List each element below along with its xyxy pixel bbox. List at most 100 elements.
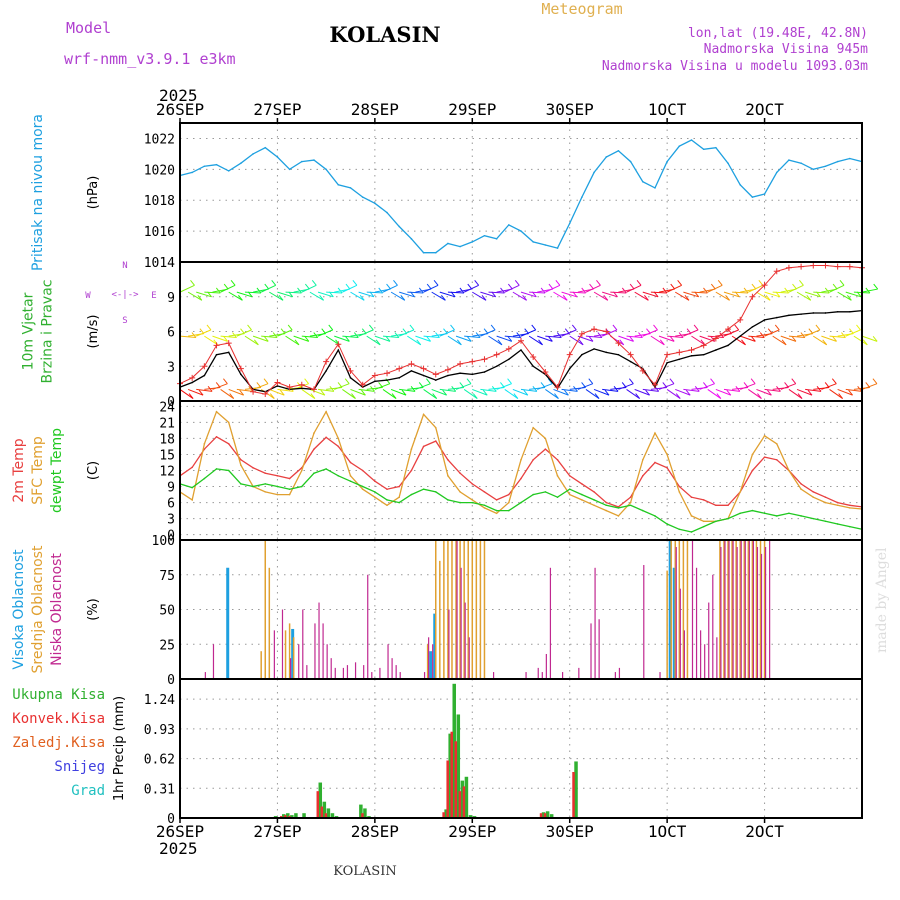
precip-bar-0-15 [448, 733, 452, 818]
wind-barb [512, 388, 528, 396]
data-point-pressure-0-32 [568, 222, 571, 225]
wind-barb-tip [393, 280, 398, 286]
wind-barb [715, 291, 730, 301]
wind-barb [252, 335, 269, 342]
station-title: KOLASIN [329, 22, 440, 47]
data-point-temperature-1-11 [313, 432, 315, 434]
data-point-temperature-0-14 [349, 461, 352, 464]
wind-barb [342, 389, 356, 400]
wind-barb-tip [822, 339, 828, 346]
gust-marker-11 [310, 386, 317, 393]
data-point-temperature-1-7 [264, 491, 267, 493]
gust-marker-44 [712, 335, 719, 342]
wind-barb-tip [865, 287, 871, 294]
wind-barb [496, 383, 512, 390]
data-point-temperature-2-4 [227, 469, 230, 472]
data-point-temperature-1-39 [654, 432, 656, 434]
wind-barb-tip [359, 295, 365, 301]
wind-barb [666, 284, 682, 293]
data-point-temperature-0-27 [508, 493, 510, 496]
wind-barb [342, 335, 359, 339]
data-point-wind-22 [447, 374, 449, 377]
wind-barb-tip [456, 339, 462, 346]
data-point-pressure-0-46 [739, 183, 742, 186]
data-point-temperature-1-22 [447, 475, 449, 477]
wind-barb [504, 284, 520, 293]
data-point-temperature-2-22 [447, 499, 449, 501]
wind-barb [861, 288, 878, 293]
ytick-temperature-1: 3 [167, 513, 175, 528]
wind-barb [561, 329, 577, 337]
wind-barb [756, 388, 772, 396]
wind-barb [382, 389, 397, 400]
precip-bar-1-15 [543, 813, 547, 818]
data-point-pressure-0-53 [824, 165, 827, 168]
data-point-temperature-1-47 [751, 453, 754, 456]
wind-barb-tip [352, 280, 358, 286]
data-point-temperature-0-24 [471, 483, 474, 485]
wind-barb-tip [815, 324, 821, 331]
precip-bar-1-16 [572, 771, 575, 818]
precip-bar-0-1 [281, 814, 286, 818]
wind-barb-tip [824, 287, 830, 294]
data-point-pressure-0-25 [483, 234, 486, 237]
gust-marker-38 [639, 367, 646, 374]
data-point-temperature-2-20 [422, 488, 425, 491]
wind-barb-tip [588, 378, 594, 384]
data-point-temperature-2-49 [775, 515, 778, 517]
wind-barb [829, 389, 843, 400]
yunit-wind: (m/s) [86, 315, 101, 349]
data-point-wind-48 [763, 319, 766, 321]
wind-barb-tip [523, 389, 529, 396]
wind-barb-tip [287, 324, 293, 331]
wind-barb [748, 389, 762, 400]
wind-barb [553, 291, 568, 301]
data-point-temperature-2-3 [215, 468, 218, 470]
data-point-pressure-0-2 [203, 165, 206, 168]
data-point-pressure-0-12 [325, 168, 327, 171]
wind-barb-tip [450, 324, 455, 331]
data-point-pressure-0-39 [654, 187, 656, 189]
data-point-wind-46 [739, 335, 742, 337]
wind-barb [626, 284, 642, 293]
data-point-temperature-0-48 [763, 456, 766, 458]
data-point-temperature-0-51 [800, 483, 802, 485]
data-point-temperature-0-23 [459, 472, 461, 474]
data-point-temperature-1-34 [593, 504, 595, 507]
data-point-wind-23 [459, 372, 461, 375]
data-point-temperature-0-16 [374, 480, 376, 482]
gust-marker-19 [408, 360, 415, 367]
wind-barb-tip [229, 393, 235, 399]
wind-barb [658, 383, 675, 390]
data-point-temperature-1-24 [471, 499, 474, 501]
wind-barb-tip [751, 283, 757, 290]
data-point-pressure-0-51 [800, 162, 802, 164]
data-point-pressure-0-6 [252, 153, 254, 155]
data-point-wind-54 [836, 311, 839, 313]
gust-marker-47 [749, 293, 756, 300]
data-point-temperature-2-53 [824, 520, 827, 523]
wind-barb-tip [799, 280, 804, 286]
precip-bar-1-13 [462, 786, 466, 818]
wind-barb [723, 329, 739, 337]
precip-bar-1-8 [442, 812, 445, 818]
date-label-top-1: 27SEP [253, 100, 301, 119]
data-point-wind-19 [410, 370, 413, 372]
wind-barb [285, 291, 302, 294]
data-point-temperature-0-47 [751, 469, 754, 472]
precip-bar-0-18 [460, 780, 465, 818]
wind-barb-tip [832, 336, 837, 342]
wind-barb [464, 335, 481, 339]
footer-station: KOLASIN [333, 864, 396, 879]
wind-barb [610, 291, 627, 294]
precip-bar-0-9 [330, 813, 335, 818]
data-point-temperature-1-1 [191, 499, 193, 501]
data-point-pressure-0-44 [715, 146, 717, 149]
data-point-temperature-1-53 [824, 501, 827, 504]
wind-barb-tip [797, 393, 803, 399]
data-point-temperature-0-30 [544, 448, 547, 450]
wind-barb-tip [264, 283, 270, 290]
data-point-temperature-0-20 [422, 445, 425, 448]
data-point-temperature-2-23 [459, 501, 461, 504]
wind-barb [837, 291, 852, 301]
